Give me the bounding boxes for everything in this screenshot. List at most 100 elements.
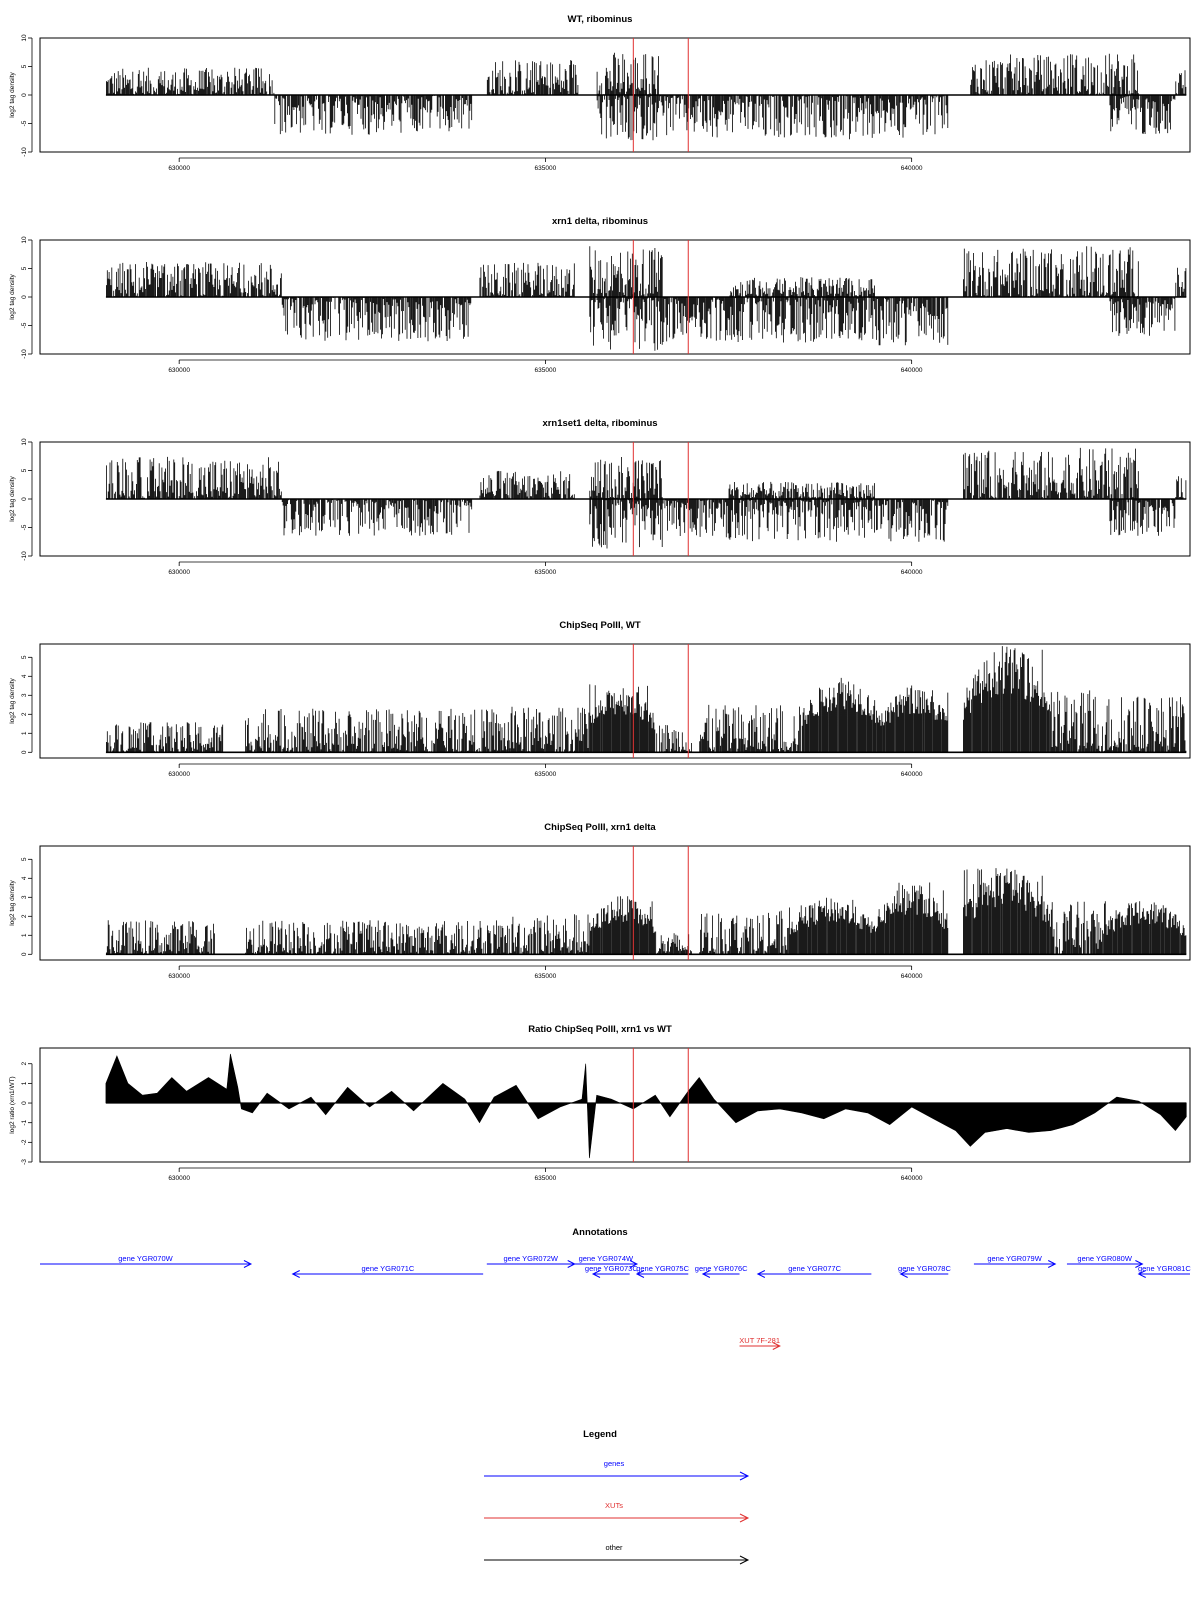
feature-label: gene YGR072W — [504, 1254, 559, 1263]
feature-arrowhead — [772, 1342, 781, 1350]
x-tick-label: 640000 — [901, 771, 923, 778]
signal-bars — [589, 297, 663, 351]
legend-arrowhead — [739, 1471, 750, 1481]
signal-bars — [589, 246, 663, 297]
y-axis-label: log2 ratio (xrn1/WT) — [9, 1076, 16, 1133]
feature-arrowhead — [1135, 1260, 1144, 1268]
legend-label: other — [605, 1543, 623, 1552]
signal-bars — [655, 725, 692, 753]
signal-bars — [1102, 901, 1187, 955]
x-tick-label: 640000 — [901, 973, 923, 980]
signal-bars — [589, 457, 663, 499]
annotation-feature: gene YGR074W — [574, 1254, 639, 1268]
signal-bars — [106, 456, 282, 499]
x-tick-label: 640000 — [901, 1175, 923, 1182]
y-tick-label: 1 — [21, 933, 28, 937]
signal-bars — [875, 499, 949, 542]
panel-title: WT, ribominus — [568, 14, 633, 25]
y-tick-label: 0 — [21, 295, 28, 299]
y-tick-label: 10 — [21, 236, 28, 244]
signal-bars — [728, 499, 875, 542]
y-tick-label: -10 — [21, 551, 28, 561]
annotation-feature: gene YGR076C — [695, 1264, 748, 1278]
chart-panel-2: xrn1 delta, ribominus 10 5 0 -5 -10 log2 tag d… — [9, 216, 1191, 374]
signal-bars — [479, 470, 575, 499]
signal-bars — [699, 704, 802, 753]
annotations-track: gene YGR070W gene YGR071C gene YGR072W gene… — [40, 1254, 1191, 1350]
data-marks — [105, 442, 1187, 556]
panel-title: xrn1set1 delta, ribominus — [542, 418, 657, 429]
x-tick-label: 630000 — [168, 973, 190, 980]
y-tick-label: -5 — [21, 120, 28, 126]
signal-bars — [875, 882, 949, 955]
y-tick-label: 0 — [21, 93, 28, 97]
y-tick-label: 5 — [21, 64, 28, 68]
signal-bars — [823, 95, 905, 140]
signal-bars — [589, 896, 656, 955]
signal-bars — [875, 297, 949, 346]
signal-bars — [904, 95, 949, 135]
feature-label: gene YGR074W — [579, 1254, 634, 1263]
chart-panel-3: xrn1set1 delta, ribominus 10 5 0 -5 -10 log2 t… — [9, 418, 1191, 576]
signal-bars — [1175, 70, 1187, 95]
data-marks — [105, 240, 1187, 354]
feature-arrowhead — [291, 1270, 300, 1278]
feature-label: XUT 7F-281 — [739, 1336, 780, 1345]
signal-bars — [486, 60, 579, 95]
feature-label: gene YGR075C — [636, 1264, 689, 1273]
y-tick-label: 5 — [21, 857, 28, 861]
signal-bars — [963, 248, 1059, 297]
y-tick-label: -5 — [21, 322, 28, 328]
x-tick-label: 630000 — [168, 569, 190, 576]
signal-bars — [659, 95, 722, 138]
panel-title: ChipSeq PolII, WT — [559, 620, 640, 631]
signal-bars — [1058, 246, 1139, 297]
annotation-feature: gene YGR075C — [635, 1264, 690, 1278]
annotation-feature: gene YGR078C — [898, 1264, 951, 1278]
signal-bars — [596, 95, 659, 141]
feature-arrowhead — [591, 1270, 601, 1278]
annotation-feature: gene YGR071C — [291, 1264, 484, 1278]
signal-bars — [1175, 267, 1187, 297]
signal-bars — [963, 868, 1051, 955]
signal-bars — [728, 277, 875, 297]
feature-arrowhead — [1047, 1260, 1057, 1268]
signal-bars — [1050, 690, 1102, 753]
legend-item-XUTs: XUTs — [484, 1501, 750, 1523]
annotation-feature: XUT 7F-281 — [739, 1336, 781, 1350]
y-tick-label: 4 — [21, 876, 28, 880]
y-tick-label: -3 — [21, 1159, 28, 1165]
signal-bars — [274, 95, 473, 135]
y-tick-label: 0 — [21, 497, 28, 501]
plot-frame — [39, 643, 1191, 759]
signal-bars — [1058, 53, 1139, 95]
x-tick-label: 630000 — [168, 771, 190, 778]
feature-label: gene YGR079W — [987, 1254, 1042, 1263]
y-tick-label: -2 — [21, 1139, 28, 1145]
y-axis-label: log2 tag density — [9, 273, 16, 319]
x-tick-label: 630000 — [168, 165, 190, 172]
signal-bars — [963, 646, 1051, 753]
x-tick-label: 635000 — [535, 165, 557, 172]
x-tick-label: 640000 — [901, 367, 923, 374]
signal-bars — [1109, 297, 1176, 336]
y-tick-label: 3 — [21, 693, 28, 697]
signal-bars — [721, 95, 824, 138]
panel-title: ChipSeq PolII, xrn1 delta — [544, 822, 656, 833]
legend-arrowhead — [739, 1555, 750, 1565]
chart-panel-5: ChipSeq PolII, xrn1 delta 0 1 2 3 4 5 log2 tag … — [9, 822, 1191, 980]
ratio-area — [105, 1053, 1187, 1159]
y-tick-label: 4 — [21, 674, 28, 678]
signal-bars — [1102, 696, 1187, 753]
x-tick-label: 635000 — [535, 1175, 557, 1182]
signal-bars — [1109, 95, 1176, 134]
signal-bars — [362, 920, 509, 955]
feature-arrowhead — [1137, 1270, 1146, 1278]
feature-label: gene YGR078C — [898, 1264, 951, 1273]
y-axis-label: log2 tag density — [9, 475, 16, 521]
annotation-feature: gene YGR070W — [40, 1254, 253, 1268]
signal-bars — [801, 677, 883, 753]
chart-panel-4: ChipSeq PolII, WT 0 1 2 3 4 5 log2 tag density 6… — [9, 620, 1191, 778]
y-tick-label: 10 — [21, 34, 28, 42]
signal-bars — [362, 708, 509, 753]
